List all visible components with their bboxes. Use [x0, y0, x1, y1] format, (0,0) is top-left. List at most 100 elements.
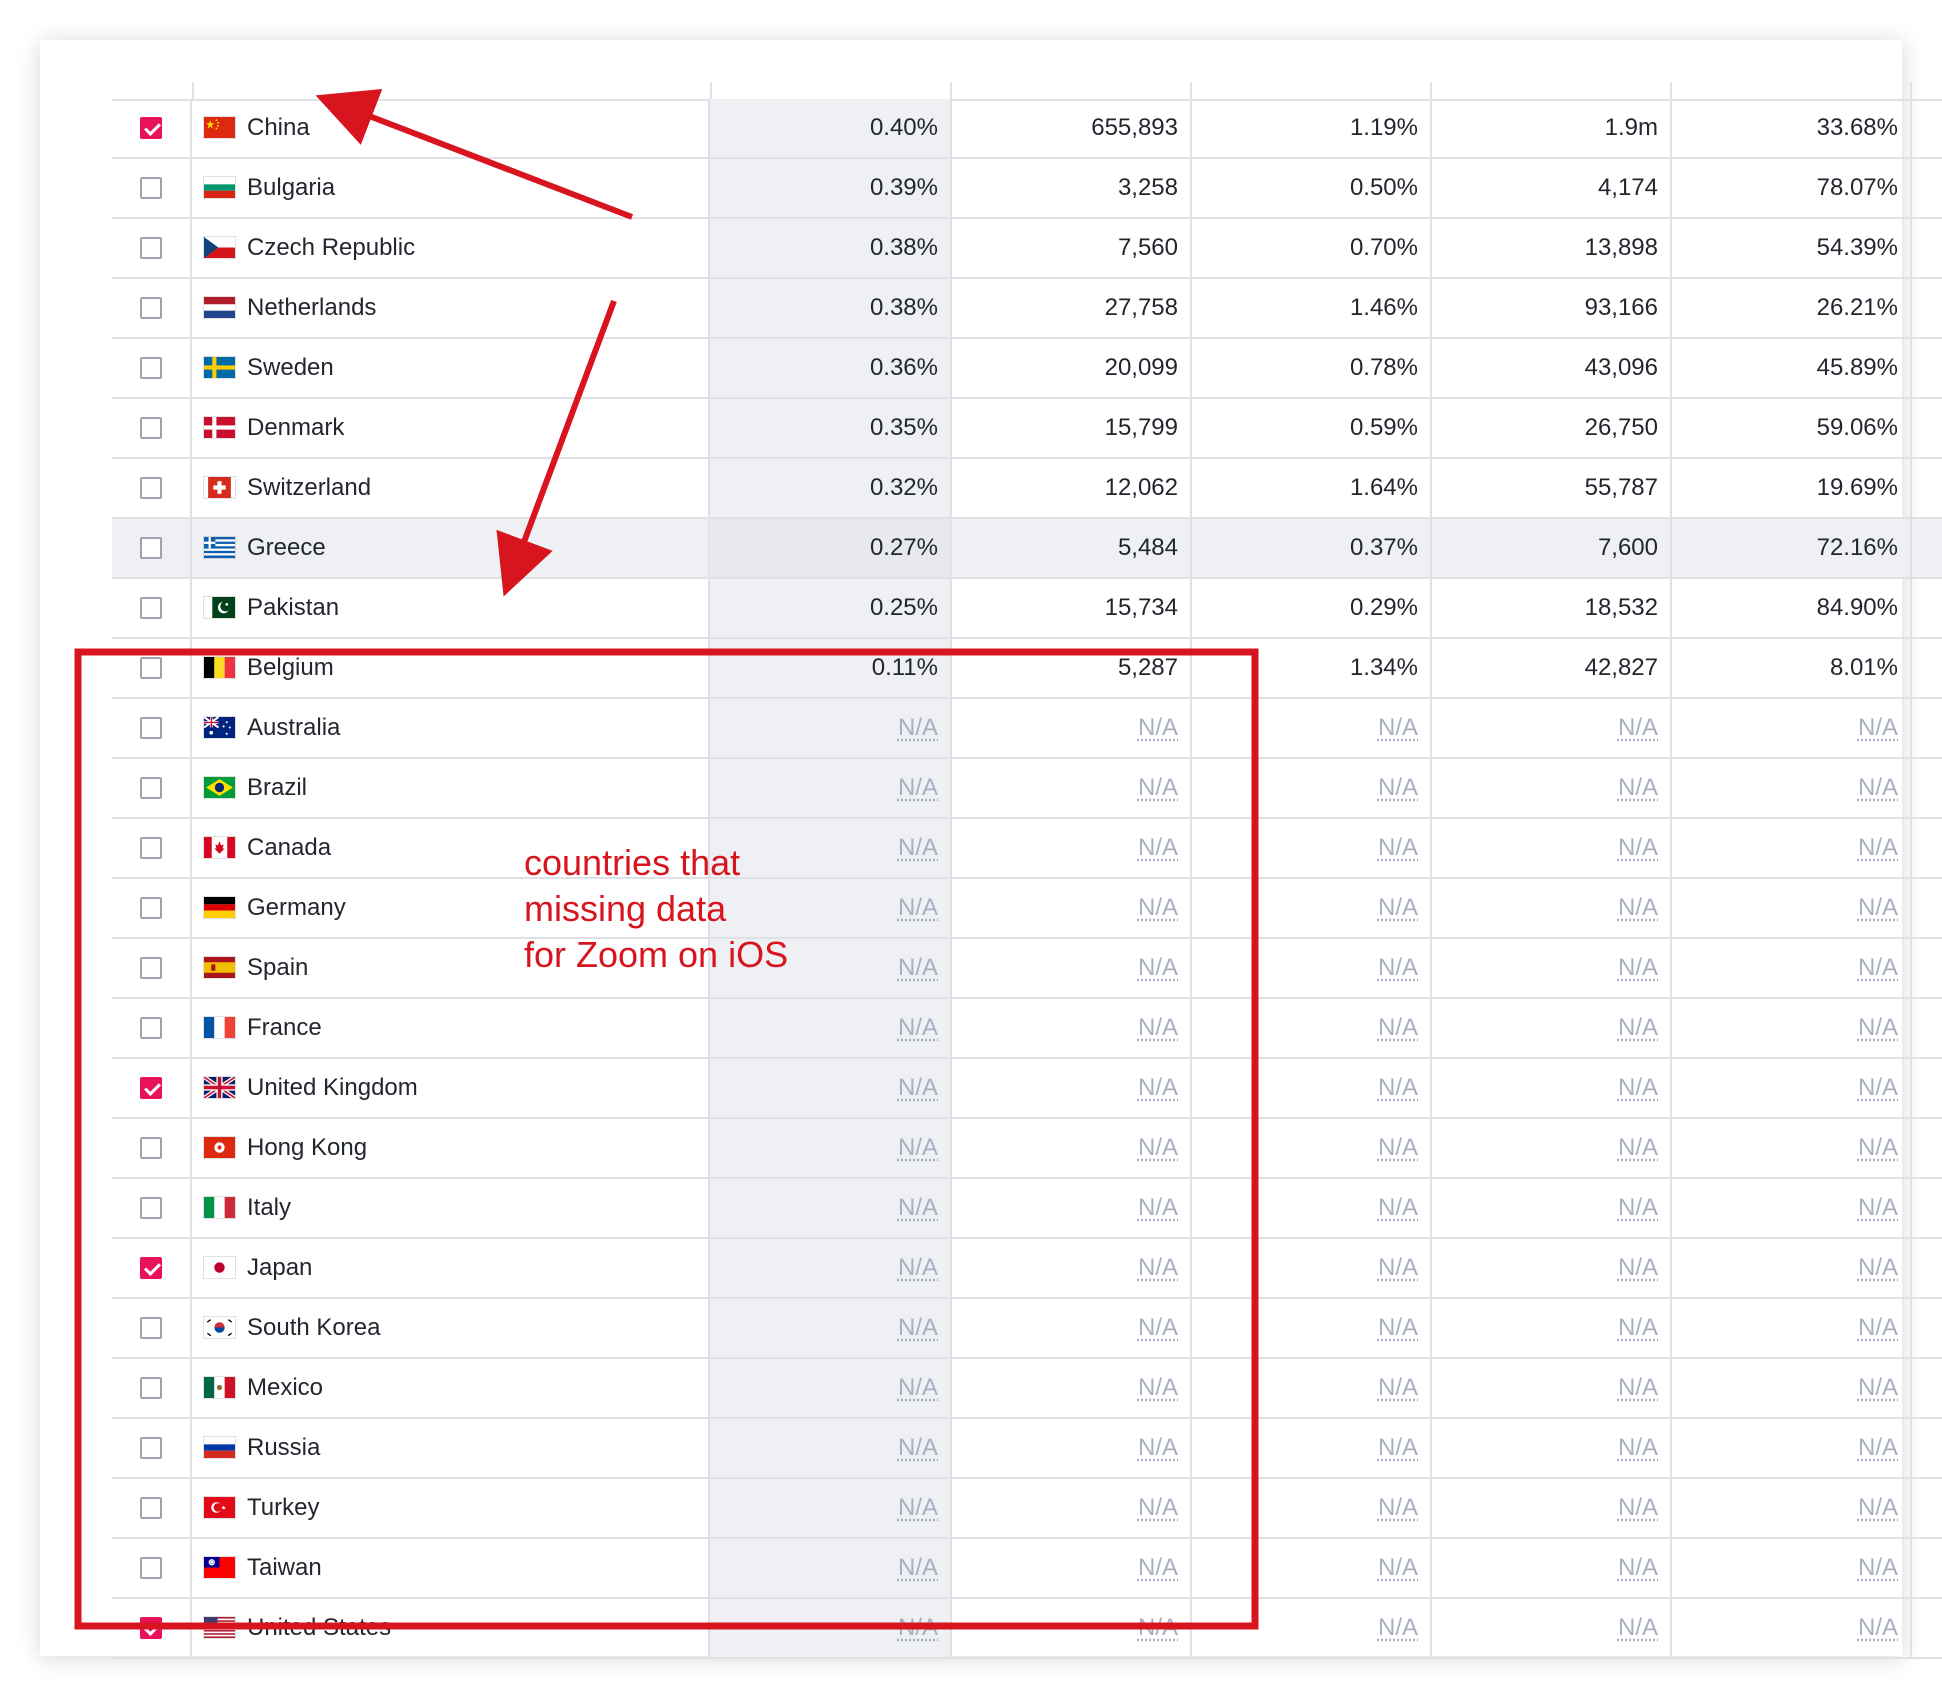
row-checkbox[interactable] [140, 417, 162, 439]
row-checkbox[interactable] [140, 1317, 162, 1339]
row-checkbox[interactable] [140, 537, 162, 559]
na-value[interactable]: N/A [897, 774, 938, 801]
row-checkbox[interactable] [140, 1557, 162, 1579]
table-row[interactable]: Australia N/A N/A N/A N/A N/A [112, 699, 1942, 759]
na-value[interactable]: N/A [1377, 1554, 1418, 1581]
na-value[interactable]: N/A [1857, 1614, 1898, 1641]
na-value[interactable]: N/A [1857, 1494, 1898, 1521]
na-value[interactable]: N/A [897, 1014, 938, 1041]
table-row[interactable]: Germany N/A N/A N/A N/A N/A [112, 879, 1942, 939]
na-value[interactable]: N/A [1137, 1494, 1178, 1521]
row-checkbox[interactable] [140, 837, 162, 859]
na-value[interactable]: N/A [1617, 714, 1658, 741]
row-checkbox[interactable] [140, 717, 162, 739]
row-checkbox[interactable] [140, 477, 162, 499]
na-value[interactable]: N/A [1137, 714, 1178, 741]
na-value[interactable]: N/A [1137, 1134, 1178, 1161]
na-value[interactable]: N/A [1617, 1434, 1658, 1461]
na-value[interactable]: N/A [1377, 1314, 1418, 1341]
na-value[interactable]: N/A [1137, 1254, 1178, 1281]
na-value[interactable]: N/A [897, 1194, 938, 1221]
row-checkbox[interactable] [140, 1137, 162, 1159]
table-row[interactable]: Canada N/A N/A N/A N/A N/A [112, 819, 1942, 879]
na-value[interactable]: N/A [1377, 1014, 1418, 1041]
table-row[interactable]: Bulgaria 0.39% 3,258 0.50% 4,174 78.07% [112, 159, 1942, 219]
na-value[interactable]: N/A [1377, 1134, 1418, 1161]
na-value[interactable]: N/A [1377, 1434, 1418, 1461]
na-value[interactable]: N/A [1617, 954, 1658, 981]
na-value[interactable]: N/A [1857, 894, 1898, 921]
na-value[interactable]: N/A [897, 1614, 938, 1641]
table-row[interactable]: South Korea N/A N/A N/A N/A N/A [112, 1299, 1942, 1359]
na-value[interactable]: N/A [897, 954, 938, 981]
row-checkbox[interactable] [140, 957, 162, 979]
table-row[interactable]: Brazil N/A N/A N/A N/A N/A [112, 759, 1942, 819]
na-value[interactable]: N/A [1857, 834, 1898, 861]
table-row[interactable]: Pakistan 0.25% 15,734 0.29% 18,532 84.90% [112, 579, 1942, 639]
na-value[interactable]: N/A [1617, 1314, 1658, 1341]
na-value[interactable]: N/A [1857, 1374, 1898, 1401]
na-value[interactable]: N/A [1617, 1194, 1658, 1221]
table-row[interactable]: Denmark 0.35% 15,799 0.59% 26,750 59.06% [112, 399, 1942, 459]
na-value[interactable]: N/A [1857, 954, 1898, 981]
na-value[interactable]: N/A [1377, 1254, 1418, 1281]
na-value[interactable]: N/A [1617, 1254, 1658, 1281]
na-value[interactable]: N/A [1857, 1254, 1898, 1281]
table-row[interactable]: United Kingdom N/A N/A N/A N/A N/A [112, 1059, 1942, 1119]
table-row[interactable]: Russia N/A N/A N/A N/A N/A [112, 1419, 1942, 1479]
row-checkbox[interactable] [140, 1257, 162, 1279]
na-value[interactable]: N/A [897, 1434, 938, 1461]
na-value[interactable]: N/A [1857, 1014, 1898, 1041]
table-row[interactable]: China 0.40% 655,893 1.19% 1.9m 33.68% [112, 99, 1942, 159]
na-value[interactable]: N/A [897, 1314, 938, 1341]
na-value[interactable]: N/A [1377, 894, 1418, 921]
na-value[interactable]: N/A [897, 894, 938, 921]
na-value[interactable]: N/A [897, 1074, 938, 1101]
row-checkbox[interactable] [140, 357, 162, 379]
na-value[interactable]: N/A [1137, 1374, 1178, 1401]
row-checkbox[interactable] [140, 777, 162, 799]
na-value[interactable]: N/A [1377, 1614, 1418, 1641]
table-row[interactable]: Taiwan N/A N/A N/A N/A N/A [112, 1539, 1942, 1599]
na-value[interactable]: N/A [1617, 1494, 1658, 1521]
na-value[interactable]: N/A [1137, 774, 1178, 801]
table-row[interactable]: Turkey N/A N/A N/A N/A N/A [112, 1479, 1942, 1539]
row-checkbox[interactable] [140, 177, 162, 199]
table-row[interactable]: France N/A N/A N/A N/A N/A [112, 999, 1942, 1059]
na-value[interactable]: N/A [1857, 714, 1898, 741]
na-value[interactable]: N/A [1137, 1014, 1178, 1041]
row-checkbox[interactable] [140, 297, 162, 319]
na-value[interactable]: N/A [1137, 1314, 1178, 1341]
na-value[interactable]: N/A [1617, 834, 1658, 861]
row-checkbox[interactable] [140, 1017, 162, 1039]
na-value[interactable]: N/A [897, 1254, 938, 1281]
na-value[interactable]: N/A [1377, 954, 1418, 981]
row-checkbox[interactable] [140, 1497, 162, 1519]
na-value[interactable]: N/A [1377, 1374, 1418, 1401]
row-checkbox[interactable] [140, 597, 162, 619]
na-value[interactable]: N/A [1137, 1554, 1178, 1581]
na-value[interactable]: N/A [1137, 834, 1178, 861]
na-value[interactable]: N/A [897, 1374, 938, 1401]
na-value[interactable]: N/A [1377, 1194, 1418, 1221]
na-value[interactable]: N/A [1617, 1554, 1658, 1581]
na-value[interactable]: N/A [1617, 894, 1658, 921]
na-value[interactable]: N/A [1377, 834, 1418, 861]
table-row[interactable]: Switzerland 0.32% 12,062 1.64% 55,787 19.69% [112, 459, 1942, 519]
na-value[interactable]: N/A [1617, 1014, 1658, 1041]
na-value[interactable]: N/A [1617, 1134, 1658, 1161]
row-checkbox[interactable] [140, 1377, 162, 1399]
na-value[interactable]: N/A [1857, 1134, 1898, 1161]
na-value[interactable]: N/A [1377, 714, 1418, 741]
row-checkbox[interactable] [140, 237, 162, 259]
na-value[interactable]: N/A [897, 834, 938, 861]
na-value[interactable]: N/A [1137, 1434, 1178, 1461]
na-value[interactable]: N/A [897, 1494, 938, 1521]
na-value[interactable]: N/A [1617, 1074, 1658, 1101]
na-value[interactable]: N/A [1377, 1074, 1418, 1101]
row-checkbox[interactable] [140, 1197, 162, 1219]
na-value[interactable]: N/A [1857, 1434, 1898, 1461]
na-value[interactable]: N/A [1377, 1494, 1418, 1521]
table-row[interactable]: Hong Kong N/A N/A N/A N/A N/A [112, 1119, 1942, 1179]
table-row[interactable]: Czech Republic 0.38% 7,560 0.70% 13,898 54.39… [112, 219, 1942, 279]
